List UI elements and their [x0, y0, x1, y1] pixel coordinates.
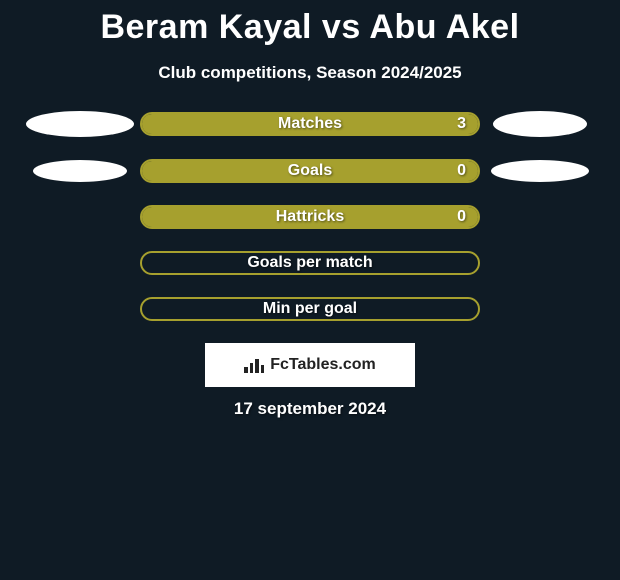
stat-bar: Matches 3	[140, 112, 480, 136]
stat-value: 0	[457, 208, 466, 226]
stat-label: Matches	[278, 115, 342, 133]
date-text: 17 september 2024	[0, 399, 620, 419]
brand-badge-wrap: FcTables.com	[0, 343, 620, 387]
left-stat-indicator	[20, 111, 140, 137]
stat-row: Goals 0	[0, 159, 620, 183]
stat-oval-right	[493, 111, 587, 137]
stat-oval-right	[491, 160, 589, 182]
right-stat-indicator	[480, 160, 600, 182]
stat-rows: Matches 3 Goals 0 Hattricks 0 Goals per match M…	[0, 111, 620, 321]
stat-label: Goals per match	[247, 254, 372, 272]
stat-bar: Goals 0	[140, 159, 480, 183]
stat-row: Min per goal	[0, 297, 620, 321]
brand-badge[interactable]: FcTables.com	[205, 343, 415, 387]
right-stat-indicator	[480, 111, 600, 137]
comparison-card: Beram Kayal vs Abu Akel Club competition…	[0, 0, 620, 419]
stat-value: 0	[457, 162, 466, 180]
chart-icon	[244, 357, 264, 373]
stat-oval-left	[33, 160, 127, 182]
stat-bar: Hattricks 0	[140, 205, 480, 229]
stat-label: Hattricks	[276, 208, 344, 226]
left-stat-indicator	[20, 160, 140, 182]
stat-value: 3	[457, 115, 466, 133]
page-title: Beram Kayal vs Abu Akel	[0, 8, 620, 47]
stat-bar: Goals per match	[140, 251, 480, 275]
brand-text: FcTables.com	[270, 356, 376, 374]
stat-row: Hattricks 0	[0, 205, 620, 229]
stat-oval-left	[26, 111, 134, 137]
stat-row: Goals per match	[0, 251, 620, 275]
stat-bar: Min per goal	[140, 297, 480, 321]
stat-label: Min per goal	[263, 300, 357, 318]
stat-row: Matches 3	[0, 111, 620, 137]
stat-label: Goals	[288, 162, 332, 180]
subtitle: Club competitions, Season 2024/2025	[0, 63, 620, 83]
